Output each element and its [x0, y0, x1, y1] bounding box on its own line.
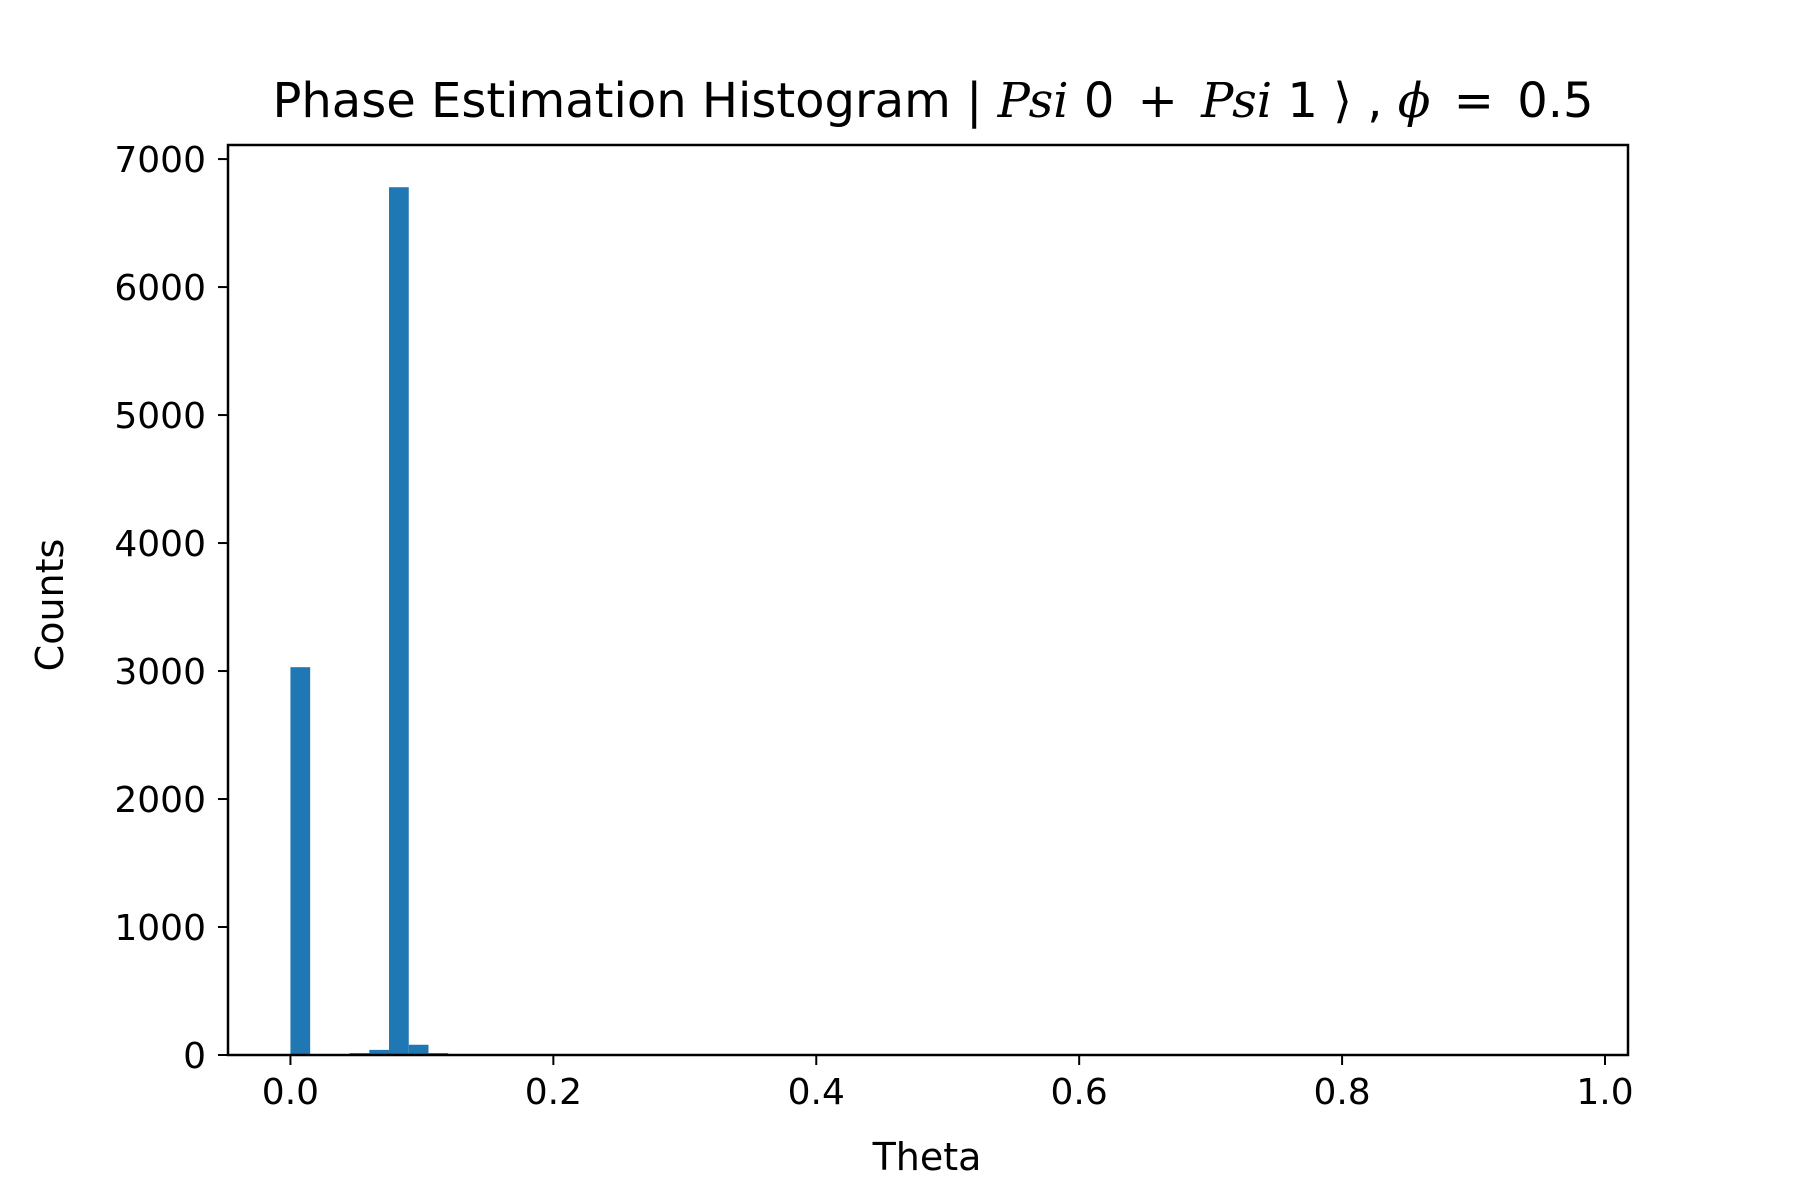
x-axis-label: Theta — [872, 1135, 982, 1179]
y-tick-label-7: 7000 — [114, 140, 206, 181]
histogram-bar-4 — [408, 1044, 429, 1055]
histogram-bar-3 — [389, 187, 409, 1056]
x-tick-label-1: 0.2 — [525, 1072, 582, 1113]
x-tick-label-4: 0.8 — [1313, 1072, 1370, 1113]
y-axis-label: Counts — [28, 539, 72, 672]
title-zero: 0 — [1084, 73, 1115, 129]
y-tick-label-5: 5000 — [114, 396, 206, 437]
y-tick-label-2: 2000 — [114, 780, 206, 821]
title-equals: = — [1454, 73, 1494, 129]
title-phi-value: 0.5 — [1517, 73, 1593, 129]
y-tick-label-4: 4000 — [114, 524, 206, 565]
title-phi: ϕ — [1398, 73, 1431, 129]
title-ket-close: ⟩ — [1333, 73, 1352, 129]
title-plus: + — [1138, 73, 1178, 129]
y-tick-label-0: 0 — [183, 1036, 206, 1077]
histogram-bars — [290, 187, 449, 1056]
x-tick-label-3: 0.6 — [1051, 1072, 1108, 1113]
x-tick-label-5: 1.0 — [1576, 1072, 1633, 1113]
title-ket-open: | — [966, 73, 982, 129]
y-axis-ticks: 0 1000 2000 3000 4000 5000 6000 7000 — [114, 140, 228, 1077]
title-one: 1 — [1287, 73, 1318, 129]
histogram-bar-0 — [290, 667, 311, 1055]
title-psi0: Psi — [997, 73, 1069, 129]
x-axis-ticks: 0.0 0.2 0.4 0.6 0.8 1.0 — [262, 1055, 1634, 1113]
y-tick-label-1: 1000 — [114, 908, 206, 949]
y-tick-label-6: 6000 — [114, 268, 206, 309]
y-tick-label-3: 3000 — [114, 652, 206, 693]
plot-frame — [226, 143, 1630, 1057]
x-tick-label-2: 0.4 — [788, 1072, 845, 1113]
title-separator: , — [1367, 73, 1382, 129]
x-tick-label-0: 0.0 — [262, 1072, 319, 1113]
chart-title: Phase Estimation Histogram | Psi 0 + Psi… — [272, 73, 1593, 129]
histogram-bar-2 — [369, 1049, 390, 1055]
title-prefix: Phase Estimation Histogram — [272, 73, 966, 129]
title-psi1: Psi — [1200, 73, 1272, 129]
